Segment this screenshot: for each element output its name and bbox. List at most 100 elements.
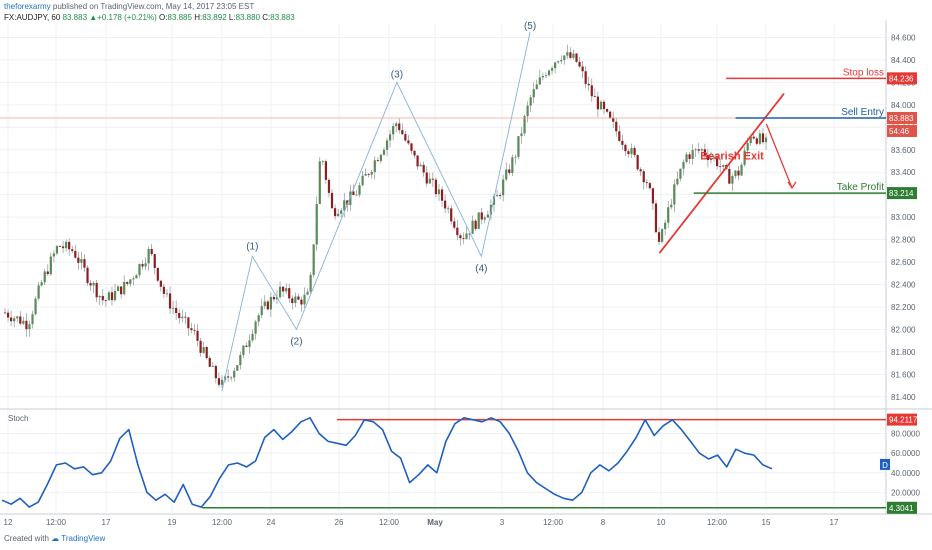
candle-body: [685, 154, 688, 163]
price-tick-label: 82.400: [891, 280, 916, 289]
candle-body: [37, 285, 40, 299]
candle-body: [392, 126, 395, 135]
candle-body: [752, 136, 755, 139]
candle-body: [575, 53, 578, 62]
close-value: 83.883: [270, 13, 295, 22]
sell-entry-label: Sell Entry: [841, 107, 884, 118]
candle-body: [346, 200, 349, 205]
candle-body: [49, 256, 52, 275]
candle-body: [144, 263, 147, 267]
candle-body: [633, 148, 636, 156]
tradingview-link[interactable]: TradingView: [61, 534, 106, 543]
candle-body: [202, 347, 205, 353]
candle-body: [728, 168, 731, 184]
candle-body: [373, 160, 376, 172]
footer: Created with ☁ TradingView: [4, 534, 105, 543]
candle-body: [34, 298, 37, 315]
candle-body: [660, 229, 664, 242]
candle-body: [670, 204, 673, 208]
candle-body: [16, 316, 19, 319]
candle-body: [630, 148, 633, 155]
price-tick-label: 84.400: [891, 56, 916, 65]
candle-body: [367, 174, 370, 175]
candle-body: [764, 137, 768, 143]
candle-body: [272, 297, 276, 300]
candle-body: [68, 241, 71, 250]
candle-body: [667, 207, 670, 223]
countdown-tag-text: 54:46: [889, 127, 910, 136]
candle-body: [761, 133, 765, 143]
candle-body: [266, 301, 269, 310]
low-label: L:: [228, 13, 236, 22]
candle-body: [584, 71, 587, 84]
take-price-tag-text: 83.214: [889, 189, 914, 198]
candle-body: [135, 275, 138, 279]
candle-body: [22, 320, 25, 324]
time-tick-label: 12:00: [379, 518, 400, 527]
time-tick-label: 10: [657, 518, 666, 527]
candle-body: [590, 85, 593, 97]
countdown-tag-bg: [887, 124, 917, 137]
candle-body: [722, 165, 725, 167]
last-price-tag-text: 83.883: [889, 114, 914, 123]
candle-body: [443, 200, 447, 209]
candle-body: [474, 220, 477, 229]
price-tick-label: 82.600: [891, 258, 916, 267]
candle-body: [101, 295, 104, 301]
candle-body: [398, 123, 401, 131]
candle-body: [254, 321, 257, 334]
candle-body: [520, 133, 523, 137]
price-tick-label: 82.200: [891, 303, 916, 312]
wave-label-2: (2): [290, 336, 302, 347]
candle-body: [471, 220, 474, 234]
candle-body: [495, 195, 499, 197]
time-tick-label: 12:00: [543, 518, 564, 527]
candle-body: [330, 192, 334, 209]
candle-body: [370, 171, 373, 175]
candle-body: [569, 52, 572, 58]
candle-body: [92, 282, 95, 286]
candle-body: [291, 298, 294, 304]
time-tick-label: 12:00: [46, 518, 67, 527]
candle-body: [587, 83, 590, 86]
candle-body: [566, 52, 569, 56]
candle-body: [422, 164, 425, 173]
candle-body: [187, 317, 190, 329]
candle-body: [517, 136, 520, 157]
candle-body: [349, 191, 352, 205]
time-tick-label: 26: [335, 518, 344, 527]
price-tick-label: 84.600: [891, 33, 916, 42]
candle-body: [278, 286, 282, 298]
candle-body: [333, 208, 337, 217]
candle-body: [181, 316, 184, 319]
candle-body: [233, 370, 236, 378]
candle-body: [153, 254, 156, 268]
candle-body: [740, 164, 743, 176]
candle-body: [199, 340, 202, 353]
price-tick-label: 82.800: [891, 236, 916, 245]
exit-arrow-head: [787, 181, 797, 190]
candle-body: [89, 283, 92, 286]
candle-body: [309, 274, 312, 292]
candle-body: [514, 156, 517, 158]
candle-body: [315, 203, 318, 245]
candle-body: [734, 170, 737, 177]
candle-body: [294, 296, 297, 304]
candle-body: [612, 117, 615, 122]
candle-body: [431, 178, 434, 180]
wave-line: [221, 31, 531, 392]
author-link[interactable]: theforexarmy: [4, 2, 51, 11]
candle-body: [175, 307, 178, 314]
candle-body: [395, 123, 398, 127]
candle-body: [737, 170, 740, 176]
candle-body: [486, 214, 489, 218]
candle-body: [159, 280, 162, 287]
candle-body: [639, 169, 642, 172]
candle-body: [297, 296, 300, 300]
candle-body: [560, 60, 563, 62]
candle-body: [502, 179, 505, 196]
candle-body: [288, 288, 291, 299]
candle-body: [648, 183, 651, 189]
candle-body: [447, 208, 450, 210]
